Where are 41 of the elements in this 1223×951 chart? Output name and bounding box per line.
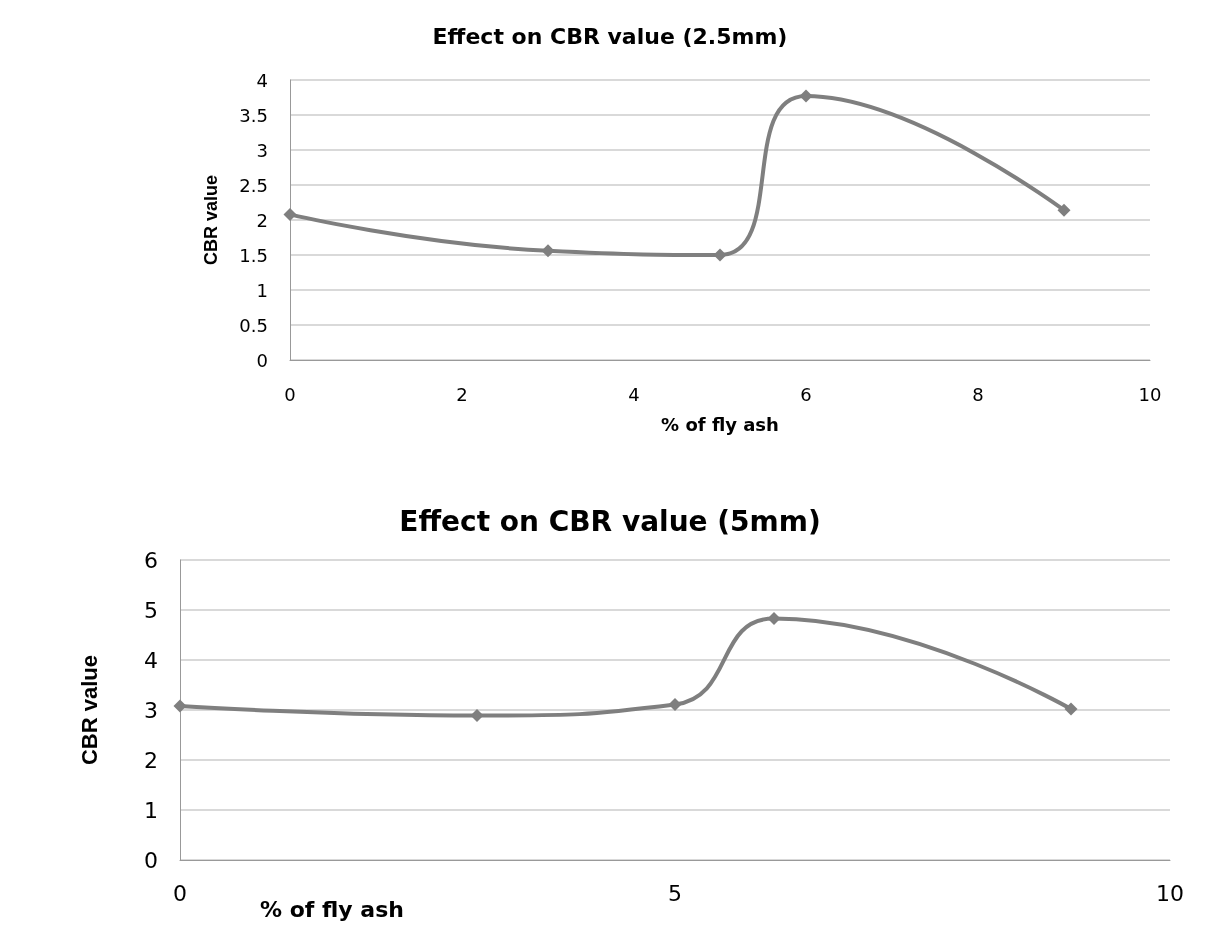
- point: [1057, 203, 1071, 217]
- y-tick-label: 0: [144, 847, 158, 873]
- y-tick-label: 1.5: [239, 244, 268, 266]
- x-axis-title: % of fly ash: [661, 413, 779, 435]
- x-axis-title: % of fly ash: [260, 896, 404, 922]
- x-tick-label: 10: [1138, 383, 1162, 405]
- y-tick-label: 1: [144, 797, 158, 823]
- x-tick-label: 8: [972, 383, 984, 405]
- y-axis-title: CBR value: [76, 654, 102, 766]
- y-tick-label: 2: [256, 209, 268, 231]
- x-tick-label: 10: [1156, 880, 1184, 906]
- y-tick-label: 1: [256, 279, 268, 301]
- x-tick-label: 0: [284, 383, 296, 405]
- point: [283, 207, 297, 221]
- x-tick-label: 4: [628, 383, 640, 405]
- point: [767, 612, 781, 625]
- y-tick-label: 3: [144, 697, 158, 723]
- point: [799, 89, 813, 103]
- y-tick-label: 6: [144, 547, 158, 573]
- x-tick-label: 2: [456, 383, 468, 405]
- y-tick-label: 0: [256, 349, 268, 371]
- y-tick-label: 5: [144, 597, 158, 623]
- x-tick-label: 6: [800, 383, 812, 405]
- point: [173, 699, 187, 713]
- y-tick-label: 4: [144, 647, 158, 673]
- y-tick-label: 0.5: [239, 314, 268, 336]
- point: [1064, 702, 1078, 716]
- chart-title: Effect on CBR value (5mm): [399, 504, 821, 538]
- y-tick-label: 4: [256, 69, 268, 91]
- y-tick-label: 2.5: [239, 174, 268, 196]
- point: [713, 248, 727, 262]
- y-tick-label: 3.5: [239, 104, 268, 126]
- x-tick-label: 0: [173, 880, 187, 906]
- point: [470, 709, 484, 722]
- y-axis-title: CBR value: [201, 174, 221, 266]
- point: [668, 698, 682, 711]
- y-tick-label: 2: [144, 747, 158, 773]
- x-tick-label: 5: [668, 880, 682, 906]
- chart-title: Effect on CBR value (2.5mm): [432, 23, 788, 49]
- point: [541, 244, 555, 258]
- y-tick-label: 3: [256, 139, 268, 161]
